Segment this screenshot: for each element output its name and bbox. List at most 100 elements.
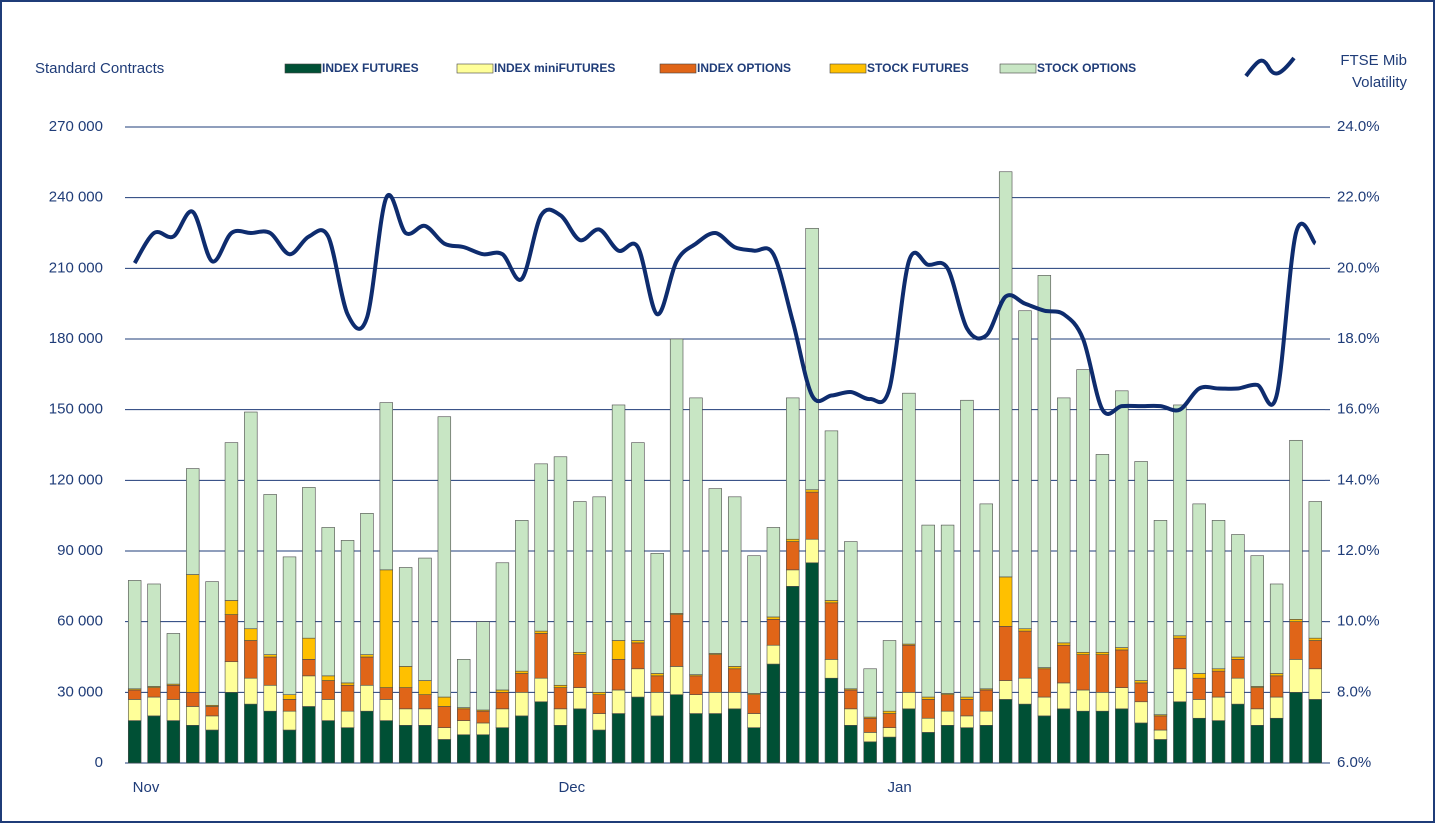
bar-segment [321, 527, 335, 677]
bar-segment [979, 710, 993, 726]
bar-segment [457, 708, 471, 721]
bar-segment [805, 491, 819, 540]
bar-segment [1173, 701, 1187, 764]
y-tick-label: 90 000 [57, 542, 103, 559]
bar-segment [805, 227, 819, 491]
bar-segment [224, 600, 239, 615]
bar-segment [1037, 275, 1052, 668]
bar-segment [302, 487, 316, 639]
bar-segment [689, 713, 703, 764]
bar-segment [495, 562, 510, 691]
bar-segment [786, 569, 800, 587]
bar-segment [282, 729, 297, 764]
bar-segment [457, 659, 471, 708]
bar-segment [302, 637, 316, 660]
bar-segment [360, 513, 374, 655]
bar-segment [1173, 404, 1187, 637]
bar-segment [1134, 680, 1148, 684]
bar-segment [1269, 675, 1284, 698]
bar-segment [631, 642, 645, 670]
bar-segment [398, 708, 413, 726]
bar-segment [631, 696, 645, 764]
bar-segment [1211, 520, 1226, 670]
bar-segment [863, 717, 877, 733]
bar-segment [1057, 397, 1071, 644]
bar-segment [940, 524, 955, 694]
bar-segment [650, 715, 664, 764]
legend-label: FTSE Mib Volatility [1340, 52, 1407, 91]
bar-segment [534, 463, 548, 632]
bar-segment [611, 659, 626, 691]
bar-segment [224, 692, 239, 764]
bar-segment [1076, 651, 1090, 655]
bar-segment [360, 710, 374, 764]
bar-segment [1269, 717, 1284, 764]
legend-label: INDEX FUTURES [322, 61, 419, 75]
bar-segment [224, 661, 239, 693]
bar-segment [515, 715, 529, 764]
bar-segment [1115, 649, 1129, 688]
bar-segment [360, 684, 374, 712]
legend-label: STOCK OPTIONS [1037, 61, 1136, 75]
bar-segment [127, 580, 142, 690]
bar-segment [1269, 696, 1284, 719]
bar-segment [882, 713, 897, 728]
bar-segment [515, 692, 529, 717]
bar-segment [1289, 659, 1303, 693]
bar-segment [534, 677, 548, 703]
bar-segment [398, 567, 413, 667]
y-tick-label: 0 [95, 754, 103, 771]
bar-segment [553, 687, 568, 710]
bar-segment [457, 720, 471, 736]
bar-segment [708, 488, 723, 654]
bar-segment [650, 553, 664, 674]
bar-segment [669, 614, 684, 667]
y2-tick-label: 16.0% [1337, 401, 1380, 418]
bar-segment [863, 668, 877, 718]
bar-segment [1057, 708, 1071, 764]
bar-segment [592, 729, 606, 764]
bar-segment [727, 668, 742, 693]
bar-segment [476, 722, 490, 736]
bar-segment [495, 692, 510, 710]
y-axis-label: Standard Contracts [35, 60, 164, 77]
bar-segment [1173, 635, 1187, 639]
bar-segment [727, 496, 742, 667]
bar-segment [186, 468, 200, 575]
bar-segment [1095, 692, 1110, 712]
bar-segment [1018, 677, 1032, 705]
bar-segment [708, 692, 723, 714]
bar-segment [166, 720, 181, 764]
bar-segment [379, 402, 393, 571]
bar-segment [844, 541, 858, 690]
bar-segment [418, 557, 432, 681]
bar-segment [921, 696, 935, 700]
bar-segment [379, 687, 393, 700]
bar-segment [747, 713, 761, 728]
bar-segment [1153, 729, 1168, 740]
y2-tick-label: 10.0% [1337, 613, 1380, 630]
bar-segment [515, 670, 529, 674]
bar-segment [379, 569, 393, 688]
bar-segment [805, 562, 819, 764]
bar-segment [631, 668, 645, 698]
bar-segment [882, 640, 897, 712]
bar-segment [998, 699, 1013, 764]
bar-segment [553, 708, 568, 726]
bar-segment [244, 640, 258, 679]
bar-segment [1095, 654, 1110, 693]
bar-segment [302, 675, 316, 707]
x-tick-label: Nov [133, 779, 160, 796]
bar-segment [1173, 637, 1187, 670]
bar-segment [1115, 708, 1129, 764]
bar-segment [1231, 534, 1245, 658]
bar-segment [727, 692, 742, 710]
bar-segment [437, 416, 452, 698]
bar-segment [805, 489, 819, 493]
bar-segment [340, 727, 355, 764]
bar-segment [186, 725, 200, 764]
bar-segment [863, 741, 877, 764]
bar-segment [805, 538, 819, 564]
bar-segment [418, 694, 432, 710]
